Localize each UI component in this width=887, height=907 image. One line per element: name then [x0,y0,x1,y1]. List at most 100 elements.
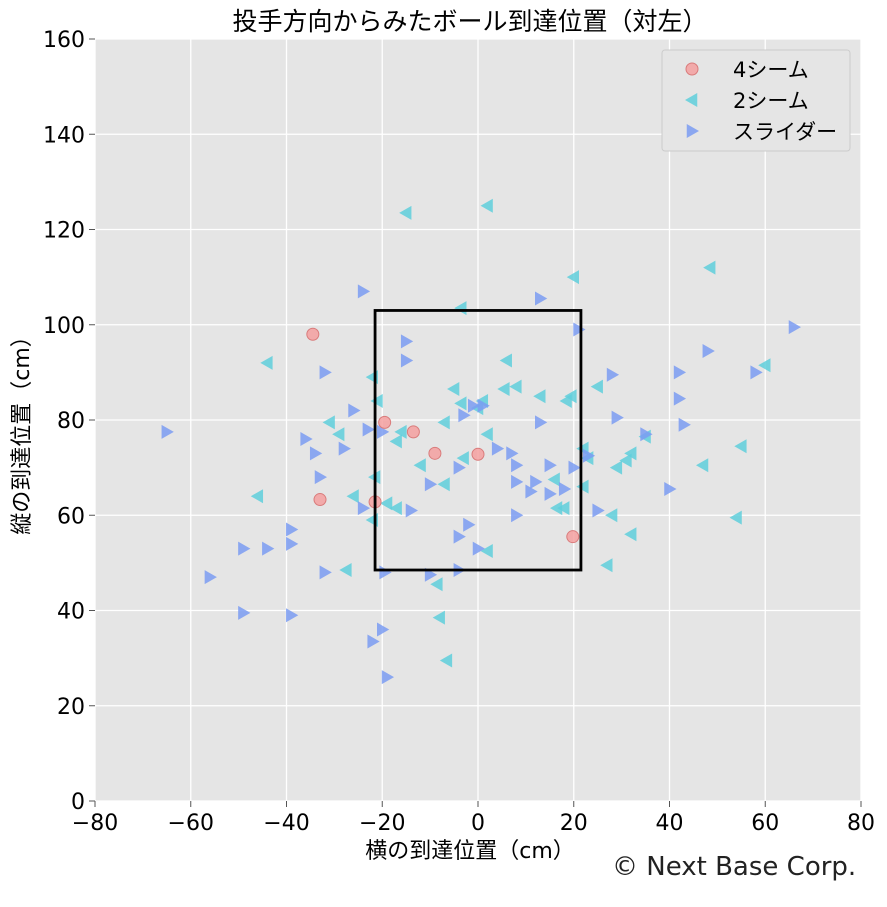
data-point [506,446,519,461]
axes: −80 −60 −40 −20 0 20 40 60 80 0 20 40 60 80 100 120 140 1… [43,28,875,836]
data-point [319,565,332,580]
strike-zone [373,309,583,572]
data-point [750,365,763,380]
data-point [788,320,801,335]
data-point [454,396,467,411]
data-point [664,482,677,497]
data-point [568,460,581,475]
legend-marker [685,93,698,107]
data-point [313,493,327,507]
data-point [463,517,476,532]
data-point [480,427,493,442]
data-point [406,425,420,439]
data-point [458,408,471,423]
data-point [544,458,557,473]
x-tick-label: −20 [359,811,405,836]
data-point [357,284,371,299]
data-point [511,508,524,523]
data-point [250,489,264,504]
data-point [339,563,352,578]
data-point [309,446,323,461]
y-tick-label: 160 [43,28,85,53]
copyright-text: © Next Base Corp. [612,852,857,882]
data-point [696,458,709,473]
data-point [260,355,273,370]
data-point [377,424,390,439]
data-point [286,522,299,537]
data-point [400,353,414,368]
data-point [678,417,691,432]
y-tick-label: 60 [57,504,85,529]
data-point [530,474,543,489]
data-point [673,391,687,406]
data-point [624,527,637,542]
legend-marker [686,124,699,138]
data-point [348,403,361,418]
data-point [605,508,618,523]
data-point [262,541,275,556]
data-point [590,379,603,394]
data-point [405,503,418,518]
data-point [380,496,393,511]
legend-marker [685,62,699,76]
data-point [322,415,335,430]
data-point [480,198,493,213]
legend-box [661,49,851,152]
data-point [300,432,313,447]
data-point [394,424,407,439]
data-point [432,610,445,625]
data-point [606,367,620,382]
x-tick-label: −80 [72,811,118,836]
data-point [566,270,579,285]
legend-label: 4シーム [733,58,809,82]
data-point [332,427,345,442]
data-point [314,470,328,485]
data-point [389,501,402,516]
data-point [592,503,605,518]
x-tick-label: 20 [560,811,588,836]
data-point [549,501,563,516]
data-point [477,398,490,413]
data-point [511,458,524,473]
data-point [480,543,493,558]
data-point [491,441,505,456]
data-point [286,536,299,551]
data-point [399,205,412,220]
data-point [413,458,426,473]
data-point [619,453,632,468]
x-tick-label: −40 [263,811,309,836]
data-point [525,484,538,499]
data-point [467,398,481,413]
data-point [381,670,395,685]
data-point [509,379,522,394]
data-point [357,501,371,516]
y-tick-label: 0 [71,790,85,815]
data-point [428,446,442,460]
data-point [286,608,299,623]
data-point [161,424,174,439]
data-point [640,427,653,442]
data-point [447,382,460,397]
y-tick-label: 100 [43,314,85,339]
y-tick-label: 80 [57,409,85,434]
data-point [338,441,351,456]
data-point [319,365,332,380]
data-point [497,382,510,397]
data-point [576,479,589,494]
chart-title: 投手方向からみたボール到達位置（対左） [232,7,707,36]
data-point [456,451,469,466]
data-point [533,389,546,404]
data-point [566,530,580,544]
data-point [400,334,414,349]
data-point [306,327,320,341]
data-point [471,447,485,461]
data-point [547,472,560,487]
y-tick-label: 20 [57,695,85,720]
x-tick-label: 60 [751,811,779,836]
data-point [424,477,438,492]
data-point [389,434,402,449]
x-axis-label: 横の到達位置（cm） [365,839,575,864]
legend-label: スライダー [733,120,837,144]
